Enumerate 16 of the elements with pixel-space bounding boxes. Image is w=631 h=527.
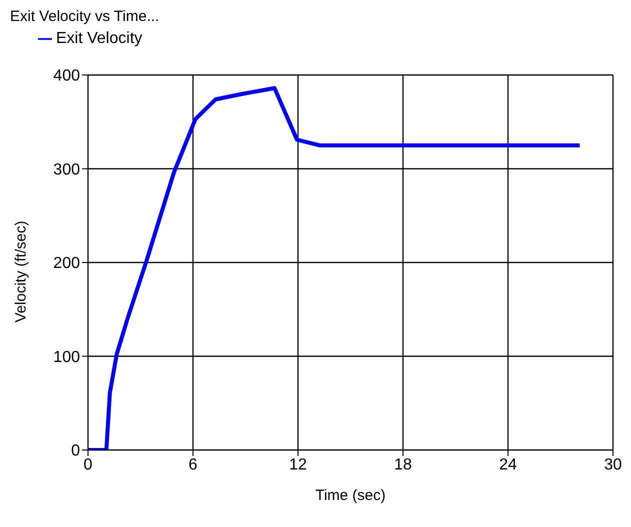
y-tick-label: 400 [53,68,80,85]
y-axis-title: Velocity (ft/sec) [12,220,30,322]
y-tick-label: 200 [53,255,80,272]
y-tick-label: 300 [53,161,80,178]
legend-label: Exit Velocity [56,30,142,47]
line-series [88,86,582,450]
x-tick-label: 12 [289,456,307,474]
x-tick-label: 0 [84,456,93,474]
x-axis-title: Time (sec) [315,487,386,504]
chart-title: Exit Velocity vs Time... [10,8,160,27]
x-tick-label: 6 [188,456,198,474]
x-tick-label: 30 [604,456,622,474]
x-tick-label: 18 [394,456,412,474]
y-tick-label: 100 [53,348,80,366]
x-tick-label: 24 [499,456,517,474]
y-tick-label: 0 [71,442,80,460]
